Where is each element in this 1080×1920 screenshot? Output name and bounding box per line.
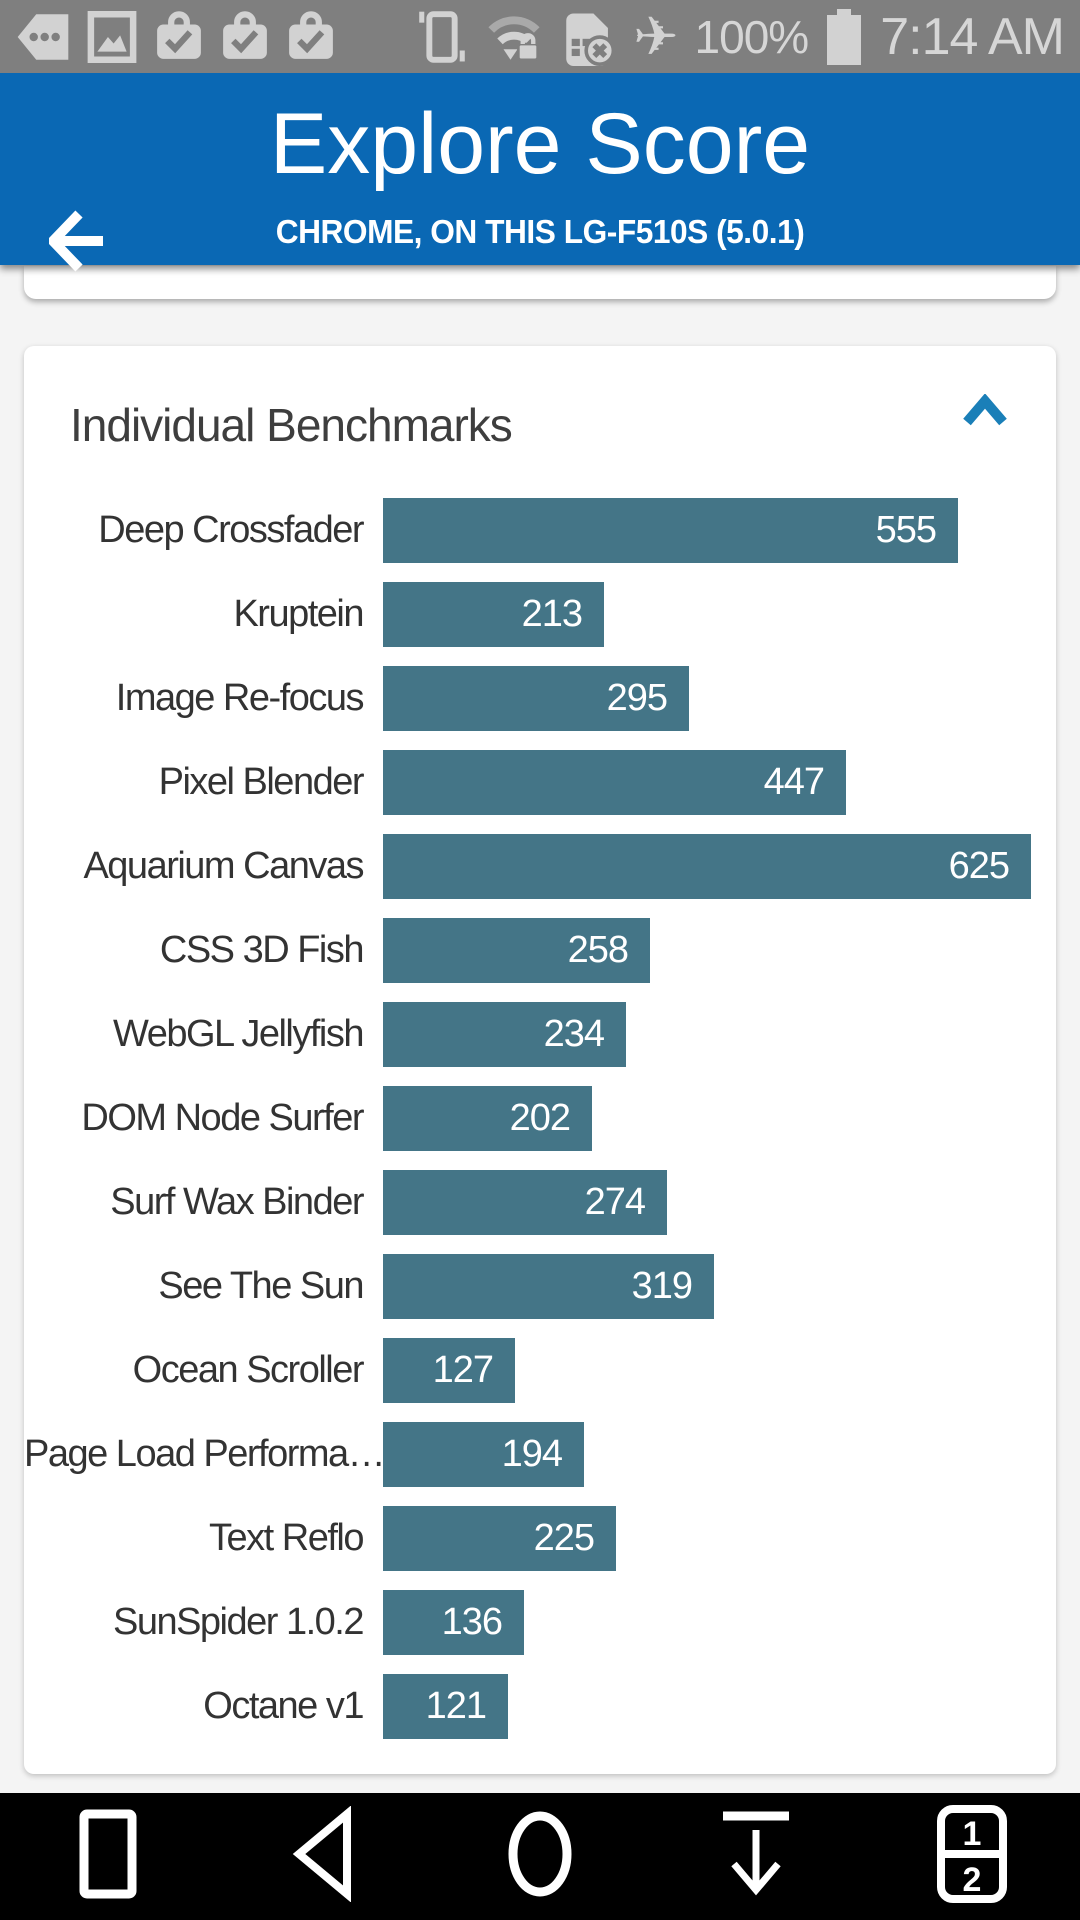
individual-benchmarks-card: Individual Benchmarks Deep Crossfader 555…	[24, 346, 1056, 1774]
airplane-mode-icon: ✈	[633, 6, 679, 67]
chart-row: Page Load Performa… 194	[24, 1412, 1056, 1496]
screenshot-icon	[86, 9, 138, 65]
benchmark-bar: 234	[383, 1001, 626, 1067]
benchmark-bar: 127	[383, 1337, 515, 1403]
chart-row: Deep Crossfader 555	[24, 488, 1056, 572]
benchmark-value: 136	[441, 1600, 503, 1643]
benchmark-value: 194	[501, 1432, 563, 1475]
card-header: Individual Benchmarks	[24, 346, 1056, 451]
chart-row: Surf Wax Binder 274	[24, 1160, 1056, 1244]
benchmark-label: Page Load Performa…	[24, 1432, 386, 1475]
sim-error-icon	[559, 9, 617, 66]
benchmark-bar: 202	[383, 1085, 592, 1151]
benchmark-label: See The Sun	[158, 1264, 364, 1307]
chart-rows: Deep Crossfader 555 Kruptein 213 Image Re-fo…	[24, 488, 1056, 1748]
benchmark-value: 225	[533, 1516, 595, 1559]
pulldown-arrow-icon	[708, 1806, 804, 1907]
benchmark-label: WebGL Jellyfish	[113, 1012, 364, 1055]
chevron-up-icon[interactable]	[962, 393, 1008, 428]
benchmark-label: Ocean Scroller	[132, 1348, 365, 1391]
home-button[interactable]	[485, 1802, 595, 1912]
benchmark-value: 295	[606, 676, 668, 719]
benchmark-value: 234	[543, 1012, 605, 1055]
task-done-icon	[286, 9, 336, 65]
chart-row: Pixel Blender 447	[24, 740, 1056, 824]
benchmark-bar: 447	[383, 749, 846, 815]
benchmark-bar: 213	[383, 581, 604, 647]
benchmark-bar: 194	[383, 1421, 584, 1487]
page-title: Explore Score	[269, 96, 811, 192]
benchmark-bar: 625	[383, 833, 1031, 899]
benchmark-label: SunSpider 1.0.2	[112, 1600, 365, 1643]
benchmark-value: 274	[584, 1180, 646, 1223]
back-nav-button[interactable]	[269, 1802, 379, 1912]
benchmark-bar: 274	[383, 1169, 667, 1235]
chart-row: Octane v1 121	[24, 1664, 1056, 1748]
app-bar: Explore Score CHROME, ON THIS LG-F510S (…	[0, 73, 1080, 271]
benchmark-value: 555	[875, 508, 937, 551]
benchmark-value: 258	[567, 928, 629, 971]
benchmark-label: Deep Crossfader	[98, 508, 364, 551]
benchmark-value: 213	[521, 592, 583, 635]
benchmark-value: 447	[763, 760, 825, 803]
chart-row: Ocean Scroller 127	[24, 1328, 1056, 1412]
benchmark-bar: 295	[383, 665, 689, 731]
benchmark-value: 127	[432, 1348, 494, 1391]
back-triangle-icon	[289, 1805, 359, 1907]
status-system-icons: ✈ 100% 7:14 AM	[415, 6, 1065, 67]
benchmark-label: Kruptein	[233, 592, 364, 635]
benchmark-label: Text Reflo	[209, 1516, 364, 1559]
notification-pulldown-button[interactable]	[701, 1802, 811, 1912]
chart-row: DOM Node Surfer 202	[24, 1076, 1056, 1160]
window1-label: 1	[963, 1815, 982, 1853]
benchmark-label: CSS 3D Fish	[159, 928, 365, 971]
status-notification-icons	[16, 9, 336, 65]
chart-row: Image Re-focus 295	[24, 656, 1056, 740]
chart-row: Kruptein 213	[24, 572, 1056, 656]
benchmark-label: Octane v1	[203, 1684, 364, 1727]
tag-ellipsis-icon	[16, 9, 70, 65]
benchmark-label: Pixel Blender	[158, 760, 365, 803]
chart-row: See The Sun 319	[24, 1244, 1056, 1328]
benchmark-bar: 555	[383, 497, 958, 563]
chart-row: Text Reflo 225	[24, 1496, 1056, 1580]
clock-text: 7:14 AM	[880, 7, 1065, 66]
benchmark-label: Surf Wax Binder	[110, 1180, 364, 1223]
benchmark-value: 121	[425, 1684, 487, 1727]
navigation-bar: 1 2	[0, 1793, 1080, 1920]
benchmark-label: DOM Node Surfer	[81, 1096, 364, 1139]
window2-label: 2	[963, 1861, 982, 1899]
chart-row: WebGL Jellyfish 234	[24, 992, 1056, 1076]
chart-row: SunSpider 1.0.2 136	[24, 1580, 1056, 1664]
benchmark-value: 202	[509, 1096, 571, 1139]
task-done-icon	[154, 9, 204, 65]
home-circle-icon	[502, 1806, 578, 1907]
dual-window-icon: 1 2	[933, 1804, 1011, 1909]
benchmark-label: Aquarium Canvas	[83, 844, 364, 887]
recent-apps-button[interactable]	[53, 1802, 163, 1912]
benchmark-value: 319	[631, 1264, 693, 1307]
benchmark-bar: 121	[383, 1673, 508, 1739]
vibrate-icon	[415, 9, 469, 65]
benchmark-value: 625	[948, 844, 1010, 887]
chart-row: CSS 3D Fish 258	[24, 908, 1056, 992]
previous-card-bottom-edge	[24, 266, 1056, 299]
card-title: Individual Benchmarks	[70, 399, 513, 451]
wifi-secured-icon	[485, 9, 543, 65]
benchmark-bar: 225	[383, 1505, 616, 1571]
benchmark-bar: 258	[383, 917, 650, 983]
page-subtitle: CHROME, ON THIS LG-F510S (5.0.1)	[275, 213, 805, 250]
battery-icon	[824, 8, 864, 65]
benchmark-label: Image Re-focus	[115, 676, 365, 719]
back-button[interactable]	[40, 205, 116, 281]
battery-percent-text: 100%	[694, 10, 810, 63]
benchmark-bar: 319	[383, 1253, 714, 1319]
arrow-left-icon	[46, 206, 107, 281]
benchmark-bar: 136	[383, 1589, 524, 1655]
recent-apps-icon	[75, 1806, 141, 1907]
chart-row: Aquarium Canvas 625	[24, 824, 1056, 908]
status-bar: ✈ 100% 7:14 AM	[0, 0, 1080, 73]
dual-window-button[interactable]: 1 2	[917, 1802, 1027, 1912]
task-done-icon	[220, 9, 270, 65]
